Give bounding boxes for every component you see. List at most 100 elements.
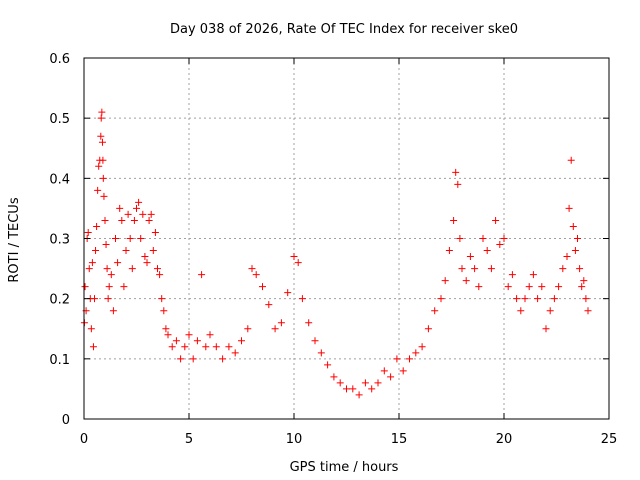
data-point [81,283,89,291]
data-point [576,265,584,273]
data-point [122,247,130,255]
data-point [97,114,105,122]
data-point [87,325,95,333]
data-point [231,349,239,357]
data-point [160,307,168,315]
data-point [454,180,462,188]
data-point [212,343,220,351]
data-point [98,138,106,146]
data-point [102,241,110,249]
data-point [124,210,132,218]
data-point [100,192,108,200]
data-point [105,283,113,291]
data-point [529,271,537,279]
data-point [248,265,256,273]
data-point [555,283,563,291]
data-point [437,295,445,303]
data-point [225,343,233,351]
data-point [85,265,93,273]
y-tick-label: 0.4 [49,172,70,187]
data-point [534,295,542,303]
y-tick-label: 0.6 [49,52,70,67]
data-point [244,325,252,333]
data-point [277,319,285,327]
data-point [206,331,214,339]
data-point [466,253,474,261]
data-point [406,355,413,363]
data-point [483,247,491,255]
data-point [93,222,101,230]
data-point [546,307,554,315]
x-tick-label: 15 [391,432,408,447]
data-point [565,204,573,212]
data-point [330,373,338,381]
data-point [151,228,159,236]
data-point [156,271,164,279]
data-point [492,216,500,224]
data-point [193,337,201,345]
data-point [133,204,140,212]
data-point [185,331,193,339]
data-point [305,319,313,327]
data-point [324,361,332,369]
data-point [441,277,449,285]
data-point [317,349,325,357]
data-point [450,216,458,224]
data-point [259,283,266,291]
data-point [92,247,100,255]
data-points [80,108,592,399]
data-point [139,210,147,218]
data-point [452,168,460,176]
data-point [189,355,197,363]
data-point [172,337,180,345]
data-point [118,216,126,224]
data-point [500,235,508,242]
data-point [107,271,115,279]
data-point [298,295,306,303]
axis-ticks: 0 5 10 15 20 25 0 0.1 0.2 0.3 0.4 0.5 0.6 [49,52,617,447]
x-tick-label: 10 [286,432,303,447]
data-point [343,385,350,393]
data-point [145,216,153,224]
data-point [94,186,102,194]
data-point [387,373,395,381]
data-point [164,331,172,339]
data-point [219,355,227,363]
y-tick-label: 0.5 [49,112,70,127]
data-point [479,235,487,242]
data-point [181,343,189,351]
data-point [412,349,420,357]
data-point [584,307,592,315]
data-point [101,216,109,224]
data-point [399,367,407,375]
data-point [559,265,567,273]
data-point [116,204,124,212]
data-point [137,235,145,242]
data-point [380,367,388,375]
data-point [158,295,166,303]
data-point [97,132,105,140]
data-point [418,343,426,351]
data-point [147,210,155,218]
data-point [487,265,495,273]
x-axis-label: GPS time / hours [290,460,399,475]
data-point [198,271,206,279]
data-point [109,307,117,315]
data-point [393,355,401,363]
data-point [349,385,357,393]
data-point [475,283,483,291]
data-point [525,283,533,291]
data-point [542,325,550,333]
data-point [141,253,149,261]
data-point [571,247,579,255]
data-point [154,265,161,273]
data-point [374,379,382,387]
data-point [471,265,479,273]
data-point [149,247,157,255]
data-point [252,271,260,279]
data-point [126,235,134,242]
data-point [458,265,466,273]
data-point [574,235,581,242]
data-point [202,343,210,351]
data-point [368,385,376,393]
